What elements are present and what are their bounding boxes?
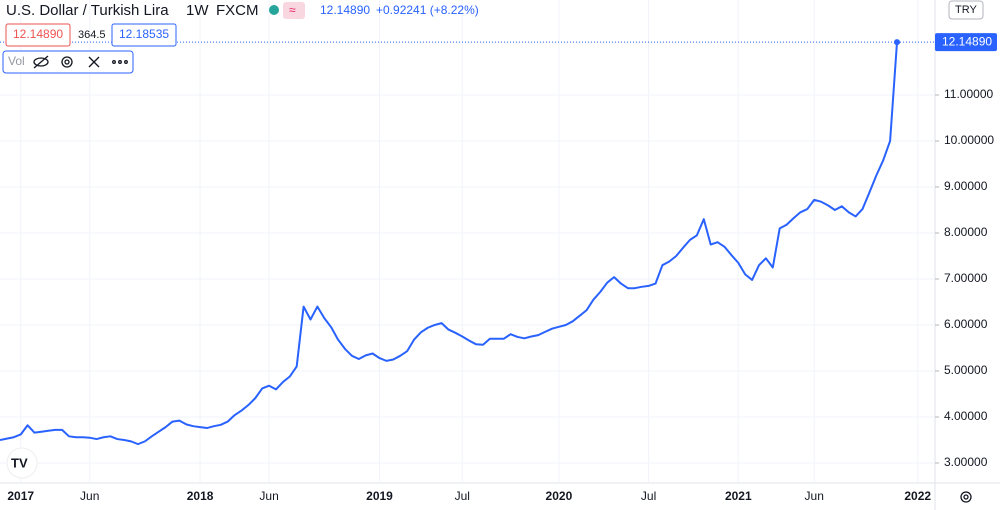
last-price: 12.14890 — [320, 3, 370, 17]
indicator: Vol — [8, 54, 25, 68]
bid: 12.14890 — [13, 27, 63, 41]
x-tick-label: 2019 — [366, 489, 393, 503]
y-tick-label: 10.00000 — [944, 133, 994, 147]
status-icon: ≈ — [289, 3, 296, 17]
price-tag — [935, 33, 997, 52]
y-tick-label: 8.00000 — [944, 225, 988, 239]
currency-button[interactable] — [948, 0, 984, 20]
status-dot — [269, 5, 279, 15]
interval: 1W — [186, 2, 209, 19]
x-tick-label: 2018 — [187, 489, 214, 503]
svg-text:TV: TV — [11, 455, 28, 470]
y-tick-label: 9.00000 — [944, 179, 988, 193]
price-line — [0, 42, 898, 446]
logo: TV — [6, 447, 38, 479]
price-change: +0.92241 (+8.22%) — [376, 3, 479, 17]
y-tick-label: 3.00000 — [944, 455, 988, 469]
spread: 364.5 — [78, 29, 106, 41]
price-tag-label: 12.14890 — [942, 34, 992, 48]
indicator-icons[interactable] — [33, 55, 128, 69]
y-tick-label: 4.00000 — [944, 409, 988, 423]
bid-box[interactable] — [5, 23, 71, 47]
x-tick-label: 2021 — [725, 489, 752, 503]
symbol: U.S. Dollar / Turkish Lira — [6, 2, 169, 19]
x-tick-label: 2020 — [546, 489, 573, 503]
last-point — [894, 39, 900, 46]
x-tick-label: Jul — [455, 489, 470, 503]
settings-icon[interactable] — [960, 491, 972, 503]
ask-box[interactable] — [111, 23, 177, 47]
x-tick-label: Jun — [259, 489, 278, 503]
status-badge — [283, 2, 305, 19]
x-tick-label: Jul — [641, 489, 656, 503]
x-tick-label: 2022 — [904, 489, 931, 503]
y-tick-label: 5.00000 — [944, 363, 988, 377]
currency: TRY — [955, 4, 977, 16]
x-tick-label: Jun — [805, 489, 824, 503]
x-tick-label: 2017 — [7, 489, 34, 503]
y-tick-label: 11.00000 — [944, 87, 993, 101]
x-tick-label: Jun — [80, 489, 99, 503]
y-tick-label: 7.00000 — [944, 271, 988, 285]
y-tick-label: 6.00000 — [944, 317, 988, 331]
exchange: FXCM — [216, 2, 259, 19]
ask: 12.18535 — [119, 27, 169, 41]
